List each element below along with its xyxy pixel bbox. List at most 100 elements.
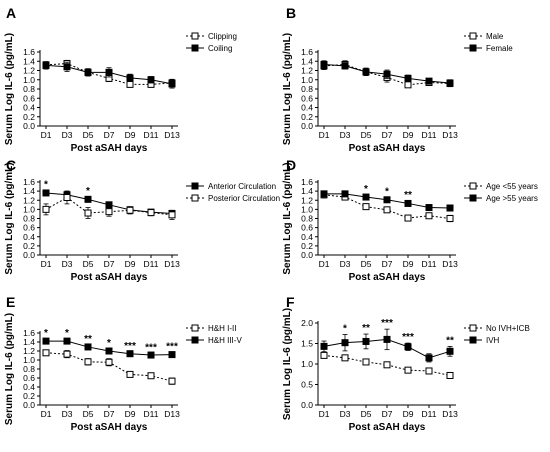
data-point xyxy=(404,199,412,207)
legend-entry: IVH xyxy=(464,336,500,345)
significance-label: *** xyxy=(402,332,414,343)
y-tick-label: 1.2 xyxy=(23,195,35,205)
data-point xyxy=(126,370,134,378)
x-tick-label: D11 xyxy=(422,259,437,269)
data-point xyxy=(63,350,71,358)
data-point xyxy=(341,339,349,347)
legend-label: Anterior Circulation xyxy=(208,182,276,191)
series-1 xyxy=(320,60,454,87)
data-point xyxy=(362,193,370,201)
significance-label: * xyxy=(65,328,69,339)
series-1 xyxy=(42,190,176,220)
significance-label: * xyxy=(44,180,48,191)
data-point xyxy=(362,337,370,345)
panel-b: B 0.00.20.40.60.81.01.21.41.6 D1 D3 D5 D7 D9 D1… xyxy=(282,5,513,154)
significance-label: * xyxy=(86,186,90,197)
data-point xyxy=(105,358,113,366)
x-tick-label: D9 xyxy=(403,259,414,269)
data-point xyxy=(404,366,412,374)
y-tick-label: 1.2 xyxy=(23,66,35,76)
x-tick-label: D11 xyxy=(422,130,437,140)
legend-label: H&H I-II xyxy=(208,324,236,333)
legend-marker xyxy=(191,32,199,40)
y-tick-label: 0.2 xyxy=(301,241,313,251)
y-tick-label: 1.2 xyxy=(23,346,35,356)
data-point xyxy=(341,354,349,362)
x-tick-label: D1 xyxy=(41,409,52,419)
y-tick-label: 0.5 xyxy=(301,380,313,390)
x-tick-label: D13 xyxy=(164,409,180,419)
data-point xyxy=(446,371,454,379)
y-tick-label: 1.0 xyxy=(23,75,35,85)
x-tick-label: D9 xyxy=(125,130,136,140)
legend-marker xyxy=(469,32,477,40)
x-tick-label: D7 xyxy=(382,409,393,419)
x-tick-label: D3 xyxy=(340,130,351,140)
data-point xyxy=(126,206,134,214)
x-tick-label: D1 xyxy=(319,259,330,269)
legend-label: Clipping xyxy=(208,32,237,41)
y-tick-label: 1.6 xyxy=(301,177,313,187)
data-point xyxy=(168,377,176,385)
significance-label: * xyxy=(107,338,111,349)
data-point xyxy=(147,372,155,380)
significance-label: ** xyxy=(84,334,92,345)
y-tick-label: 2.0 xyxy=(301,318,313,328)
x-tick-label: D1 xyxy=(319,130,330,140)
y-tick-label: 1.6 xyxy=(23,47,35,57)
data-point xyxy=(147,351,155,359)
data-point xyxy=(168,80,176,88)
legend-label: Male xyxy=(486,32,504,41)
data-point xyxy=(383,196,391,204)
y-tick-label: 0.2 xyxy=(23,391,35,401)
legend-label: Posterior Circulation xyxy=(208,194,280,203)
data-point xyxy=(320,60,328,68)
data-point xyxy=(42,61,50,69)
data-point xyxy=(42,337,50,345)
legend-label: Coiling xyxy=(208,44,232,53)
series-1 xyxy=(320,190,454,212)
legend-entry: Age >55 years xyxy=(464,194,538,203)
data-point xyxy=(63,194,71,202)
y-tick-label: 1.2 xyxy=(301,195,313,205)
data-point xyxy=(404,214,412,222)
y-axis-title: Serum Log IL-6 (pg/mL) xyxy=(282,308,293,420)
data-point xyxy=(404,74,412,82)
x-tick-label: D9 xyxy=(403,409,414,419)
y-tick-label: 0.2 xyxy=(23,241,35,251)
data-point xyxy=(126,350,134,358)
series-0 xyxy=(42,349,176,385)
x-tick-label: D3 xyxy=(340,259,351,269)
y-tick-label: 0.6 xyxy=(301,93,313,103)
y-tick-label: 1.0 xyxy=(301,204,313,214)
x-tick-label: D1 xyxy=(41,130,52,140)
y-tick-label: 1.4 xyxy=(23,186,35,196)
legend-entry: H&H III-V xyxy=(186,336,242,345)
y-tick-label: 0.6 xyxy=(23,223,35,233)
legend-marker xyxy=(191,324,199,332)
series-1 xyxy=(42,337,176,359)
y-tick-label: 0.8 xyxy=(301,214,313,224)
legend-label: H&H III-V xyxy=(208,336,242,345)
legend-label: No IVH+ICB xyxy=(486,324,530,333)
x-tick-label: D5 xyxy=(361,409,372,419)
data-point xyxy=(404,343,412,351)
y-tick-label: 1.0 xyxy=(301,75,313,85)
x-tick-label: D13 xyxy=(164,130,180,140)
data-point xyxy=(383,206,391,214)
y-tick-label: 0.8 xyxy=(23,84,35,94)
data-point xyxy=(147,76,155,84)
data-point xyxy=(341,62,349,70)
y-axis-title: Serum Log IL-6 (pg/mL) xyxy=(282,162,293,274)
x-tick-label: D3 xyxy=(340,409,351,419)
legend-marker xyxy=(469,44,477,52)
panel-d: D 0.00.20.40.60.81.01.21.41.6 D1 D3 D5 D7 D9 D1… xyxy=(282,157,538,283)
significance-label: *** xyxy=(124,341,136,352)
x-tick-label: D7 xyxy=(104,130,115,140)
legend-entry: Anterior Circulation xyxy=(186,182,276,191)
x-tick-label: D9 xyxy=(125,259,136,269)
y-tick-label: 0.8 xyxy=(23,364,35,374)
data-point xyxy=(383,361,391,369)
y-tick-label: 0.8 xyxy=(23,214,35,224)
legend-entry: Male xyxy=(464,32,504,41)
